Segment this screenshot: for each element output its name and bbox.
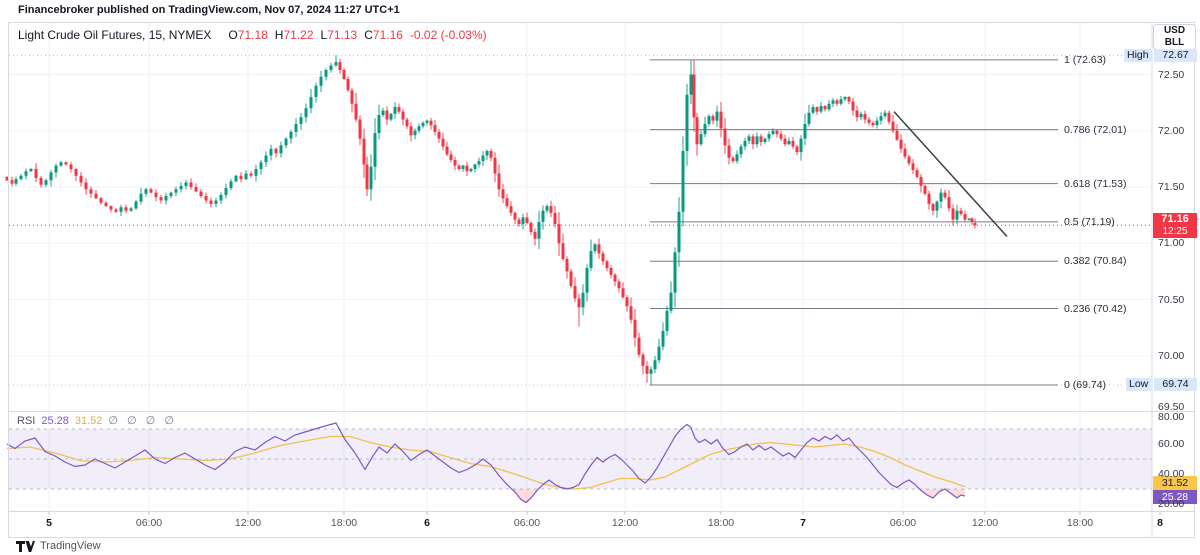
fib-level-label: 0 (69.74) bbox=[1064, 379, 1107, 391]
time-axis-day-label: 6 bbox=[424, 517, 430, 529]
fib-level-label: 0.5 (71.19) bbox=[1064, 215, 1115, 228]
rsi-lines-layer bbox=[6, 422, 966, 504]
time-axis-day-label: 7 bbox=[800, 517, 806, 529]
time-axis-label: 12:00 bbox=[611, 517, 639, 529]
last-price-value: 71.16 bbox=[1161, 213, 1189, 225]
attribution[interactable]: TradingView bbox=[16, 540, 101, 552]
chart-legend[interactable]: Light Crude Oil Futures, 15, NYMEX O71.18… bbox=[18, 28, 487, 42]
rsi-value-tag: 25.28 bbox=[1153, 490, 1197, 504]
bar-countdown: 12:25 bbox=[1162, 226, 1188, 237]
fib-level-label: 0.618 (71.53) bbox=[1064, 177, 1127, 190]
rsi-empty-params: ∅ ∅ ∅ ∅ bbox=[108, 415, 177, 427]
price-tick-label: 69.50 bbox=[1158, 401, 1185, 413]
time-axis-label: 18:00 bbox=[1066, 517, 1094, 529]
rsi-current-value: 25.28 bbox=[41, 415, 69, 427]
rsi-tick-label: 60.00 bbox=[1158, 438, 1185, 450]
separators-layer bbox=[8, 22, 1195, 538]
fib-level-label: 0.236 (70.42) bbox=[1064, 302, 1127, 315]
price-tick-label: 70.50 bbox=[1158, 293, 1185, 306]
fib-level-label: 0.382 (70.84) bbox=[1064, 255, 1127, 268]
ohlc-close-value: 71.16 bbox=[372, 28, 403, 42]
change-value: -0.02 (-0.03%) bbox=[409, 28, 487, 42]
rsi-tick-label: 20.00 bbox=[1158, 498, 1185, 510]
ohlc-low-label: L bbox=[320, 28, 328, 42]
high-marker-label: High bbox=[1124, 49, 1152, 62]
high-price-label: 72.67 bbox=[1154, 49, 1197, 62]
time-axis-label: 18:00 bbox=[330, 517, 358, 529]
symbol-title[interactable]: Light Crude Oil Futures, 15, NYMEX bbox=[18, 28, 212, 42]
rsi-ma-tag: 31.52 bbox=[1153, 476, 1197, 490]
publisher-line: Financebroker published on TradingView.c… bbox=[18, 4, 400, 16]
price-tick-label: 72.50 bbox=[1158, 68, 1185, 81]
grid-layer bbox=[9, 22, 1161, 515]
rsi-tick-label: 40.00 bbox=[1158, 468, 1185, 480]
price-tick-label: 70.00 bbox=[1158, 349, 1185, 362]
price-tick-label: 72.00 bbox=[1158, 124, 1185, 137]
fib-level-label: 0.786 (72.01) bbox=[1064, 123, 1127, 136]
unit-measure: BLL bbox=[1164, 37, 1185, 48]
time-axis-day-label: 5 bbox=[46, 517, 52, 529]
rsi-tick-label: 80.00 bbox=[1158, 411, 1185, 423]
fib-level-label: 1 (72.63) bbox=[1064, 53, 1107, 66]
ohlc-close-label: C bbox=[364, 28, 373, 42]
rsi-oversold-layer bbox=[511, 489, 965, 503]
ohlc-high-label: H bbox=[274, 28, 284, 42]
trendline-layer bbox=[893, 111, 1008, 238]
high-low-lines-layer bbox=[9, 54, 1124, 386]
time-axis-label: 06:00 bbox=[135, 517, 163, 529]
ohlc-open-label: O bbox=[228, 28, 238, 42]
time-axis-day-label: 8 bbox=[1157, 517, 1163, 529]
time-axis-label: 12:00 bbox=[971, 517, 999, 529]
price-scale-unit-box[interactable]: USD BLL bbox=[1153, 24, 1196, 50]
attribution-text: TradingView bbox=[40, 540, 101, 552]
rsi-legend[interactable]: RSI 25.28 31.52 ∅ ∅ ∅ ∅ bbox=[17, 414, 177, 427]
candles-layer bbox=[5, 55, 977, 385]
unit-currency: USD bbox=[1163, 25, 1186, 36]
ohlc-low-value: 71.13 bbox=[327, 28, 358, 42]
rsi-band-layer bbox=[9, 428, 1152, 490]
ohlc-open-value: 71.18 bbox=[237, 28, 268, 42]
rsi-ma-value: 31.52 bbox=[74, 415, 103, 427]
time-axis-label: 06:00 bbox=[513, 517, 541, 529]
time-axis-label: 12:00 bbox=[234, 517, 262, 529]
time-axis-label: 06:00 bbox=[889, 517, 917, 529]
price-tick-label: 71.50 bbox=[1158, 181, 1185, 193]
rsi-label: RSI bbox=[17, 415, 36, 427]
ohlc-high-value: 71.22 bbox=[283, 28, 314, 42]
low-price-label: 69.74 bbox=[1154, 378, 1197, 391]
time-axis-label: 18:00 bbox=[707, 517, 735, 529]
price-tick-label: 71.00 bbox=[1158, 237, 1185, 250]
tradingview-logo-icon bbox=[16, 540, 35, 552]
low-marker-label: Low bbox=[1126, 378, 1152, 391]
fib-lines-layer bbox=[650, 59, 1058, 386]
last-price-tag: 71.16 12:25 bbox=[1153, 213, 1197, 238]
